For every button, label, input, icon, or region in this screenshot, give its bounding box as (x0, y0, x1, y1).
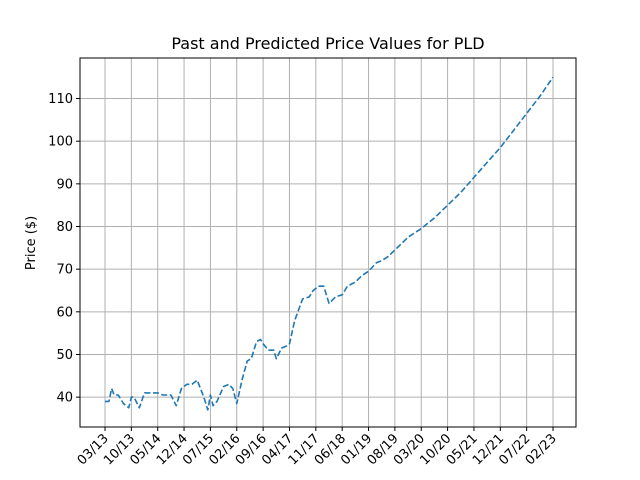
y-axis: 40 50 60 70 80 90 100 110 (48, 92, 80, 406)
y-tick-label: 50 (56, 348, 73, 363)
y-axis-label: Price ($) (24, 216, 39, 270)
y-tick-label: 70 (56, 263, 73, 278)
y-tick-label: 100 (48, 135, 73, 150)
price-series-line (105, 76, 554, 411)
y-tick-label: 40 (56, 391, 73, 406)
plot-frame (79, 57, 577, 428)
chart-title: Past and Predicted Price Values for PLD (171, 34, 484, 53)
y-tick-label: 80 (56, 220, 73, 235)
y-tick-label: 110 (48, 92, 73, 107)
y-tick-label: 60 (56, 305, 73, 320)
grid (80, 58, 576, 427)
y-tick-label: 90 (56, 177, 73, 192)
series-layer (105, 76, 554, 411)
